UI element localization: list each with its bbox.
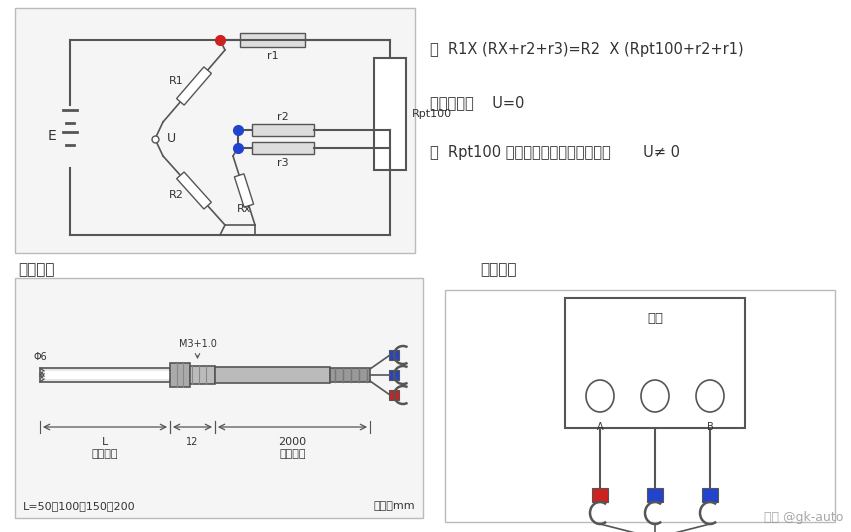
Text: U: U bbox=[167, 132, 175, 145]
Text: E: E bbox=[48, 129, 56, 144]
Bar bbox=[647, 488, 663, 502]
Bar bbox=[252, 142, 314, 154]
Bar bbox=[389, 350, 399, 360]
Text: 电桥平衡，    U=0: 电桥平衡， U=0 bbox=[430, 95, 524, 110]
Text: 当  R1X (RX+r2+r3)=R2  X (Rpt100+r2+r1): 当 R1X (RX+r2+r3)=R2 X (Rpt100+r2+r1) bbox=[430, 42, 744, 57]
Text: L=50、100、150、200: L=50、100、150、200 bbox=[23, 501, 135, 511]
Text: 当  Rpt100 受温变化后，电桥不平衡，       U≠ 0: 当 Rpt100 受温变化后，电桥不平衡， U≠ 0 bbox=[430, 145, 680, 160]
Text: R2: R2 bbox=[168, 190, 184, 201]
Ellipse shape bbox=[586, 380, 614, 412]
Text: 尺寸图：: 尺寸图： bbox=[18, 262, 54, 277]
Text: r2: r2 bbox=[277, 112, 288, 122]
Bar bbox=[176, 67, 211, 105]
Bar bbox=[15, 8, 415, 253]
Text: Φ6: Φ6 bbox=[33, 352, 47, 362]
Bar bbox=[190, 366, 215, 384]
Text: 接线图：: 接线图： bbox=[480, 262, 517, 277]
Text: r1: r1 bbox=[266, 51, 278, 61]
Text: B: B bbox=[706, 422, 713, 432]
Text: Rpt100: Rpt100 bbox=[412, 109, 452, 119]
Text: 12: 12 bbox=[186, 437, 198, 447]
Text: 引线长度: 引线长度 bbox=[279, 449, 306, 459]
Ellipse shape bbox=[696, 380, 724, 412]
Bar bbox=[40, 368, 170, 382]
Text: 仪表: 仪表 bbox=[647, 312, 663, 325]
Ellipse shape bbox=[641, 380, 669, 412]
Bar bbox=[177, 172, 211, 209]
Bar bbox=[374, 58, 406, 170]
Text: 2000: 2000 bbox=[278, 437, 306, 447]
Bar bbox=[389, 390, 399, 400]
Text: M3+1.0: M3+1.0 bbox=[179, 339, 216, 349]
Bar bbox=[234, 174, 254, 207]
Text: 探头长度: 探头长度 bbox=[92, 449, 118, 459]
Text: Rx: Rx bbox=[237, 204, 251, 213]
Bar bbox=[702, 488, 718, 502]
Bar bbox=[215, 367, 330, 383]
Text: R1: R1 bbox=[168, 76, 183, 86]
Bar bbox=[240, 33, 305, 47]
Bar bbox=[170, 363, 190, 387]
Bar bbox=[44, 371, 170, 379]
Text: r3: r3 bbox=[277, 158, 288, 168]
Text: 知乎 @gk-auto: 知乎 @gk-auto bbox=[763, 511, 843, 524]
Bar bbox=[252, 124, 314, 136]
Bar bbox=[330, 368, 370, 382]
Bar bbox=[565, 298, 745, 428]
Bar bbox=[592, 488, 608, 502]
Text: 单位：mm: 单位：mm bbox=[374, 501, 415, 511]
Text: L: L bbox=[102, 437, 108, 447]
Bar bbox=[445, 290, 835, 522]
Text: A: A bbox=[597, 422, 603, 432]
Bar bbox=[15, 278, 423, 518]
Bar bbox=[389, 370, 399, 380]
